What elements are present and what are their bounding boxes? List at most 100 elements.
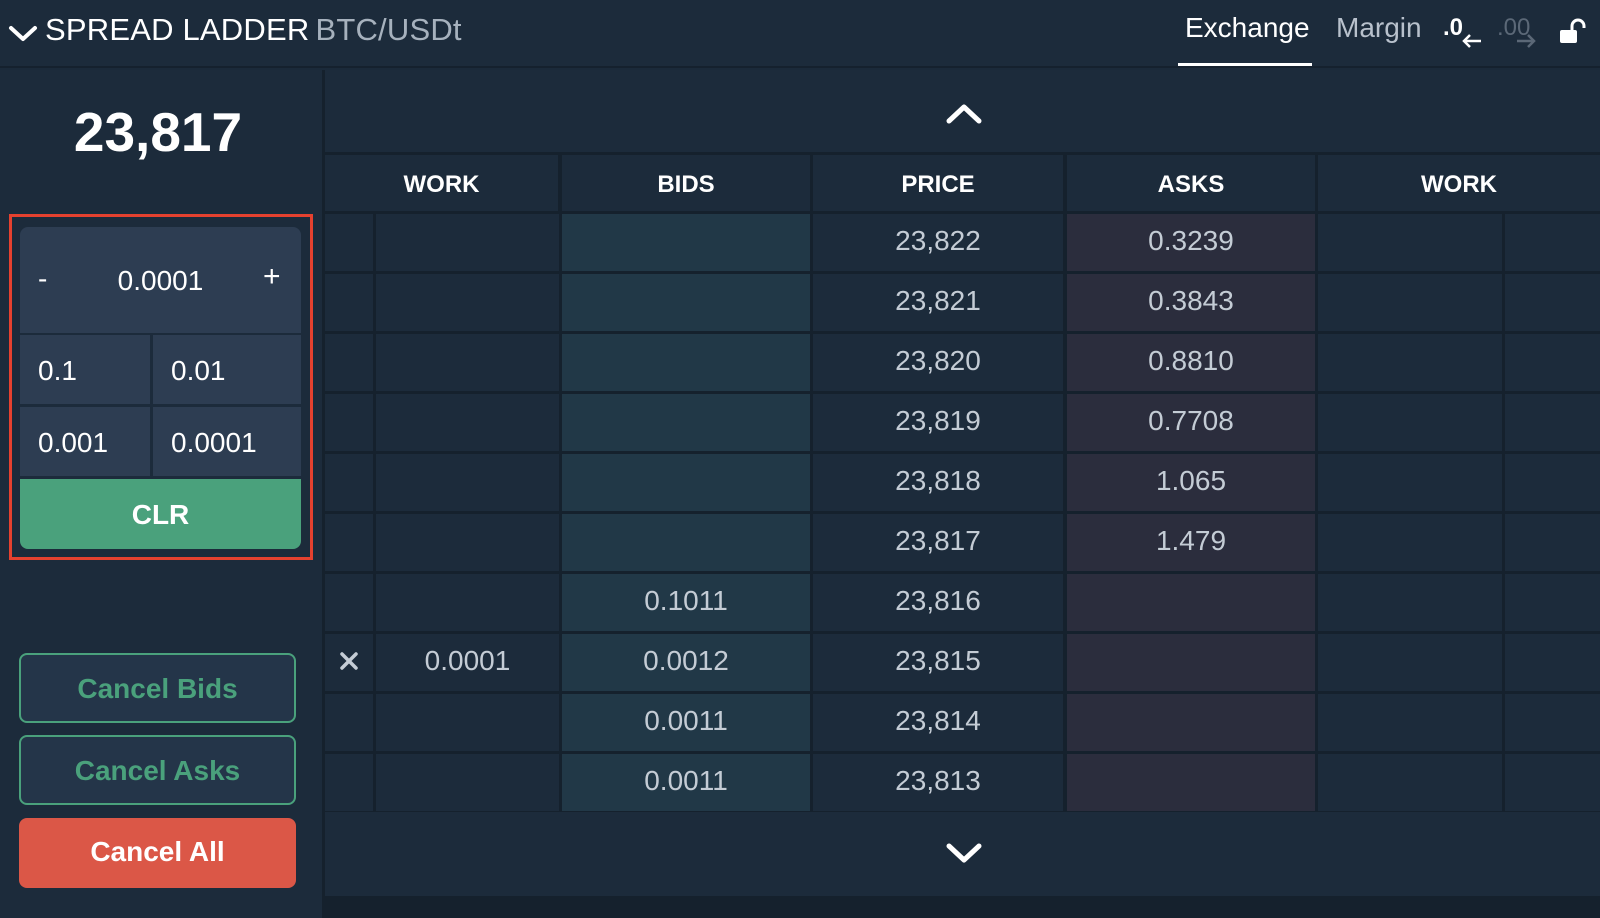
cancel-order-cell[interactable] <box>325 334 373 391</box>
cancel-all-button[interactable]: Cancel All <box>19 818 296 888</box>
working-bid-cell[interactable] <box>376 694 559 751</box>
widget-title: SPREAD LADDER BTC/USDt <box>45 12 462 48</box>
working-bid-cell[interactable] <box>376 334 559 391</box>
scroll-down-area[interactable] <box>325 812 1600 896</box>
ask-size-cell[interactable] <box>1067 754 1315 811</box>
cancel-order-cell[interactable] <box>325 394 373 451</box>
close-icon[interactable] <box>340 652 358 670</box>
price-cell: 23,817 <box>813 514 1063 571</box>
bid-size-cell[interactable] <box>562 214 810 271</box>
ask-size-cell[interactable]: 0.8810 <box>1067 334 1315 391</box>
working-bid-cell[interactable] <box>376 394 559 451</box>
cancel-order-cell[interactable] <box>325 454 373 511</box>
working-ask-cell[interactable] <box>1318 454 1502 511</box>
chevron-down-icon[interactable] <box>942 838 986 870</box>
clear-quantity-button[interactable]: CLR <box>20 479 301 549</box>
trading-pair: BTC/USDt <box>315 12 462 47</box>
working-bid-cell[interactable] <box>376 574 559 631</box>
working-ask-extra-cell <box>1505 574 1600 631</box>
ask-size-cell[interactable]: 0.3843 <box>1067 274 1315 331</box>
price-cell: 23,821 <box>813 274 1063 331</box>
working-ask-extra-cell <box>1505 694 1600 751</box>
working-ask-cell[interactable] <box>1318 694 1502 751</box>
working-ask-extra-cell <box>1505 214 1600 271</box>
cancel-order-cell[interactable] <box>325 514 373 571</box>
active-tab-indicator <box>1178 63 1312 66</box>
increase-decimals-button[interactable]: .00 <box>1497 14 1536 48</box>
working-bid-cell[interactable] <box>376 274 559 331</box>
quantity-increment-button[interactable]: + <box>263 260 281 293</box>
cancel-order-cell[interactable] <box>325 694 373 751</box>
quantity-decrement-button[interactable]: - <box>38 263 48 294</box>
tab-exchange[interactable]: Exchange <box>1185 12 1310 43</box>
ask-size-cell[interactable] <box>1067 574 1315 631</box>
bid-size-cell[interactable]: 0.0012 <box>562 634 810 691</box>
working-ask-extra-cell <box>1505 454 1600 511</box>
bid-size-cell[interactable]: 0.1011 <box>562 574 810 631</box>
cancel-order-cell[interactable] <box>325 634 373 691</box>
price-cell: 23,816 <box>813 574 1063 631</box>
cancel-bids-button[interactable]: Cancel Bids <box>19 653 296 723</box>
ladder-row: 0.1011 23,816 <box>322 574 1600 631</box>
arrow-right-icon <box>1517 34 1536 48</box>
working-bid-cell[interactable] <box>376 454 559 511</box>
decrease-decimals-button[interactable]: .0 <box>1443 14 1481 48</box>
cancel-order-cell[interactable] <box>325 754 373 811</box>
working-ask-cell[interactable] <box>1318 214 1502 271</box>
bid-size-cell[interactable] <box>562 454 810 511</box>
tab-margin[interactable]: Margin <box>1336 12 1422 43</box>
decrease-decimals-label: .0 <box>1443 14 1464 41</box>
working-bid-cell[interactable]: 0.0001 <box>376 634 559 691</box>
cancel-asks-button[interactable]: Cancel Asks <box>19 735 296 805</box>
working-bid-cell[interactable] <box>376 514 559 571</box>
ladder-row: 23,818 1.065 <box>322 454 1600 511</box>
bid-size-cell[interactable] <box>562 274 810 331</box>
cancel-order-cell[interactable] <box>325 574 373 631</box>
bid-size-cell[interactable] <box>562 514 810 571</box>
ask-size-cell[interactable]: 0.7708 <box>1067 394 1315 451</box>
working-ask-cell[interactable] <box>1318 574 1502 631</box>
ask-size-cell[interactable]: 0.3239 <box>1067 214 1315 271</box>
bid-size-cell[interactable]: 0.0011 <box>562 754 810 811</box>
quantity-input[interactable]: 0.0001 <box>117 265 204 296</box>
chevron-down-icon[interactable] <box>8 24 38 44</box>
working-bid-cell[interactable] <box>376 214 559 271</box>
ladder-row: 0.0011 23,813 <box>322 754 1600 811</box>
bid-size-cell[interactable] <box>562 394 810 451</box>
unlock-icon[interactable] <box>1558 18 1588 46</box>
working-ask-extra-cell <box>1505 394 1600 451</box>
working-ask-cell[interactable] <box>1318 754 1502 811</box>
ladder-row: 23,822 0.3239 <box>322 214 1600 271</box>
price-cell: 23,815 <box>813 634 1063 691</box>
preset-quantity-button[interactable]: 0.0001 <box>153 407 301 476</box>
quantity-selector: - 0.0001 + 0.1 0.01 0.001 0.0001 CLR <box>9 214 313 560</box>
working-ask-cell[interactable] <box>1318 274 1502 331</box>
chevron-up-icon[interactable] <box>942 97 986 129</box>
quantity-stepper: - 0.0001 + <box>20 227 301 333</box>
ask-size-cell[interactable]: 1.065 <box>1067 454 1315 511</box>
preset-quantity-button[interactable]: 0.1 <box>20 335 150 404</box>
ladder-row: 23,819 0.7708 <box>322 394 1600 451</box>
preset-quantity-button[interactable]: 0.001 <box>20 407 150 476</box>
bid-size-cell[interactable] <box>562 334 810 391</box>
ladder-row: 23,821 0.3843 <box>322 274 1600 331</box>
ladder-row: 0.0001 0.0012 23,815 <box>322 634 1600 691</box>
last-price: 23,817 <box>73 101 243 163</box>
ask-size-cell[interactable]: 1.479 <box>1067 514 1315 571</box>
ask-size-cell[interactable] <box>1067 634 1315 691</box>
cancel-order-cell[interactable] <box>325 274 373 331</box>
order-entry-panel: 23,817 - 0.0001 + 0.1 0.01 0.001 0.0001 … <box>0 70 322 918</box>
column-header-work-bids: WORK <box>325 155 558 211</box>
ask-size-cell[interactable] <box>1067 694 1315 751</box>
working-bid-cell[interactable] <box>376 754 559 811</box>
working-ask-cell[interactable] <box>1318 514 1502 571</box>
cancel-order-cell[interactable] <box>325 214 373 271</box>
column-header-asks: ASKS <box>1067 155 1315 211</box>
working-ask-cell[interactable] <box>1318 634 1502 691</box>
bid-size-cell[interactable]: 0.0011 <box>562 694 810 751</box>
working-ask-cell[interactable] <box>1318 334 1502 391</box>
working-ask-extra-cell <box>1505 334 1600 391</box>
widget-title-text: SPREAD LADDER <box>45 12 310 47</box>
preset-quantity-button[interactable]: 0.01 <box>153 335 301 404</box>
working-ask-cell[interactable] <box>1318 394 1502 451</box>
